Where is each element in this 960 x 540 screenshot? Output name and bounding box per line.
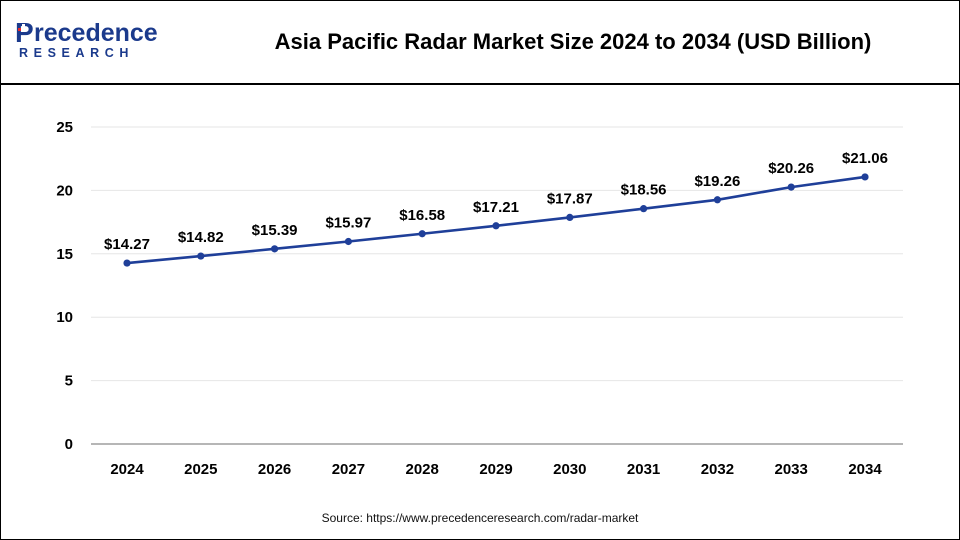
- data-point: [197, 252, 205, 260]
- y-tick-label: 10: [56, 309, 73, 326]
- x-tick-label: 2030: [553, 461, 586, 478]
- data-point: [787, 183, 795, 191]
- series-line: [126, 175, 866, 265]
- y-tick-label: 5: [65, 373, 73, 390]
- y-tick-label: 20: [56, 182, 73, 199]
- x-tick-label: 2032: [701, 461, 734, 478]
- data-label: $15.39: [252, 222, 298, 239]
- logo-subtitle: RESEARCH: [19, 46, 134, 60]
- data-point: [713, 196, 722, 204]
- x-tick-label: 2024: [110, 461, 144, 478]
- data-point: [566, 213, 574, 222]
- y-tick-label: 15: [56, 246, 73, 263]
- data-label: $16.58: [399, 207, 445, 224]
- x-tick-label: 2028: [406, 461, 439, 478]
- x-tick-label: 2034: [848, 461, 882, 478]
- data-point: [344, 237, 352, 246]
- source-note: Source: https://www.precedenceresearch.c…: [321, 511, 639, 525]
- logo-initial: P: [15, 19, 34, 47]
- y-tick-label: 0: [65, 436, 73, 453]
- data-point: [123, 259, 131, 267]
- logo-square-red: [18, 28, 21, 31]
- series: [123, 173, 869, 267]
- data-point: [861, 173, 869, 181]
- x-tick-label: 2033: [775, 461, 808, 478]
- logo-p-icon: P: [15, 19, 34, 47]
- data-label: $17.21: [473, 199, 519, 216]
- header: P recedence RESEARCH Asia Pacific Radar …: [1, 1, 959, 85]
- logo-wordmark: recedence: [34, 19, 158, 47]
- x-tick-label: 2029: [479, 461, 512, 478]
- data-point: [492, 222, 500, 230]
- x-tick-label: 2031: [627, 461, 660, 478]
- data-point: [640, 205, 648, 213]
- logo-square-white: [22, 24, 25, 27]
- data-label: $21.06: [842, 150, 888, 167]
- x-tick-label: 2025: [184, 461, 217, 478]
- y-tick-label: 25: [56, 119, 73, 136]
- data-label: $17.87: [547, 190, 593, 207]
- data-label: $19.26: [694, 173, 740, 190]
- x-tick-label: 2027: [332, 461, 365, 478]
- data-label: $18.56: [621, 182, 667, 199]
- data-point: [271, 245, 279, 253]
- data-label: $20.26: [768, 160, 814, 177]
- chart-title: Asia Pacific Radar Market Size 2024 to 2…: [274, 29, 872, 54]
- x-tick-label: 2026: [258, 461, 291, 478]
- data-label: $14.82: [178, 229, 224, 246]
- data-point: [418, 230, 426, 238]
- data-label: $14.27: [104, 236, 150, 253]
- brand-logo: P recedence RESEARCH: [15, 19, 175, 65]
- data-label: $15.97: [325, 215, 371, 232]
- data-labels: $14.27 $14.82 $15.39 $15.97 $16.58 $17.21 $17.…: [104, 150, 888, 253]
